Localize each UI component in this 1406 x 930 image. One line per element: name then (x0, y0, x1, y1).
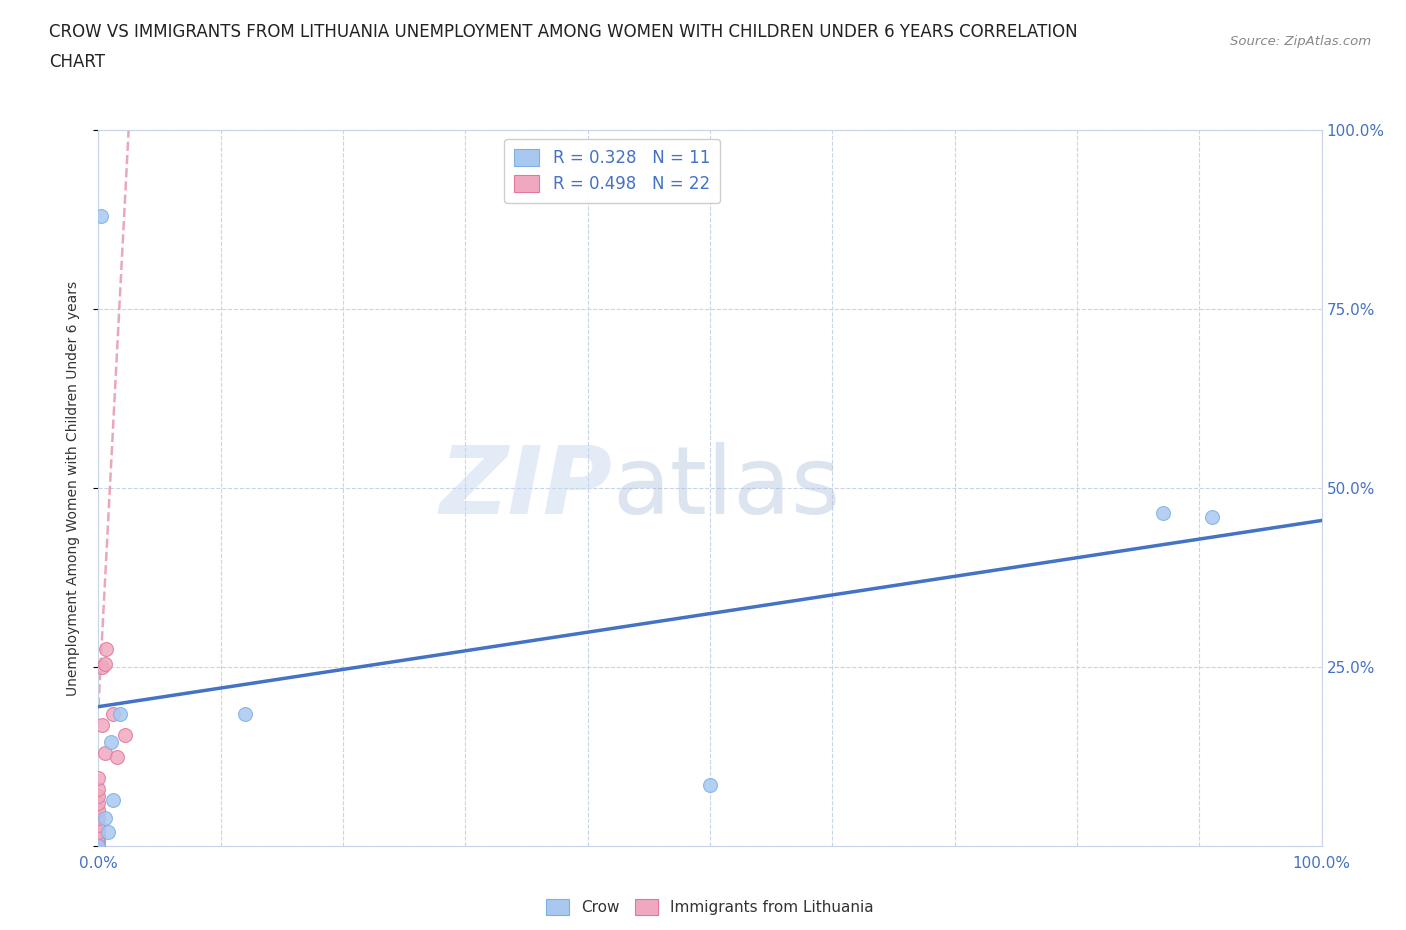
Point (87, 781, 110, 796)
Point (87, 817, 110, 832)
Point (699, 778, 721, 793)
Point (91, 660, 114, 675)
Point (97, 825, 120, 840)
Text: CHART: CHART (49, 53, 105, 71)
Point (87, 771, 110, 786)
Point (87, 825, 110, 840)
Point (87, 835, 110, 850)
Point (87, 828, 110, 843)
Text: ZIP: ZIP (439, 443, 612, 534)
Point (105, 750, 128, 764)
Point (233, 707, 256, 722)
Point (87, 789, 110, 804)
Point (87, 804, 110, 818)
Point (110, 707, 132, 722)
Point (87, 839, 110, 854)
Point (94, 642, 117, 657)
Point (93, 810, 115, 825)
Point (101, 792, 124, 807)
Point (87, 796, 110, 811)
Point (91, 717, 114, 732)
Point (1201, 510, 1223, 525)
Text: atlas: atlas (612, 443, 841, 534)
Point (87, 839, 110, 854)
Point (100, 735, 122, 750)
Point (114, 728, 136, 743)
Text: CROW VS IMMIGRANTS FROM LITHUANIA UNEMPLOYMENT AMONG WOMEN WITH CHILDREN UNDER 6: CROW VS IMMIGRANTS FROM LITHUANIA UNEMPL… (49, 23, 1078, 41)
Point (90, 208, 112, 223)
Point (93, 746, 115, 761)
Y-axis label: Unemployment Among Women with Children Under 6 years: Unemployment Among Women with Children U… (66, 281, 80, 696)
Point (87, 839, 110, 854)
Point (93, 657, 115, 671)
Text: Source: ZipAtlas.com: Source: ZipAtlas.com (1230, 35, 1371, 48)
Point (87, 839, 110, 854)
Point (1152, 506, 1174, 521)
Point (101, 707, 124, 722)
Point (87, 810, 110, 825)
Legend: Crow, Immigrants from Lithuania: Crow, Immigrants from Lithuania (540, 893, 880, 921)
Point (87, 831, 110, 846)
